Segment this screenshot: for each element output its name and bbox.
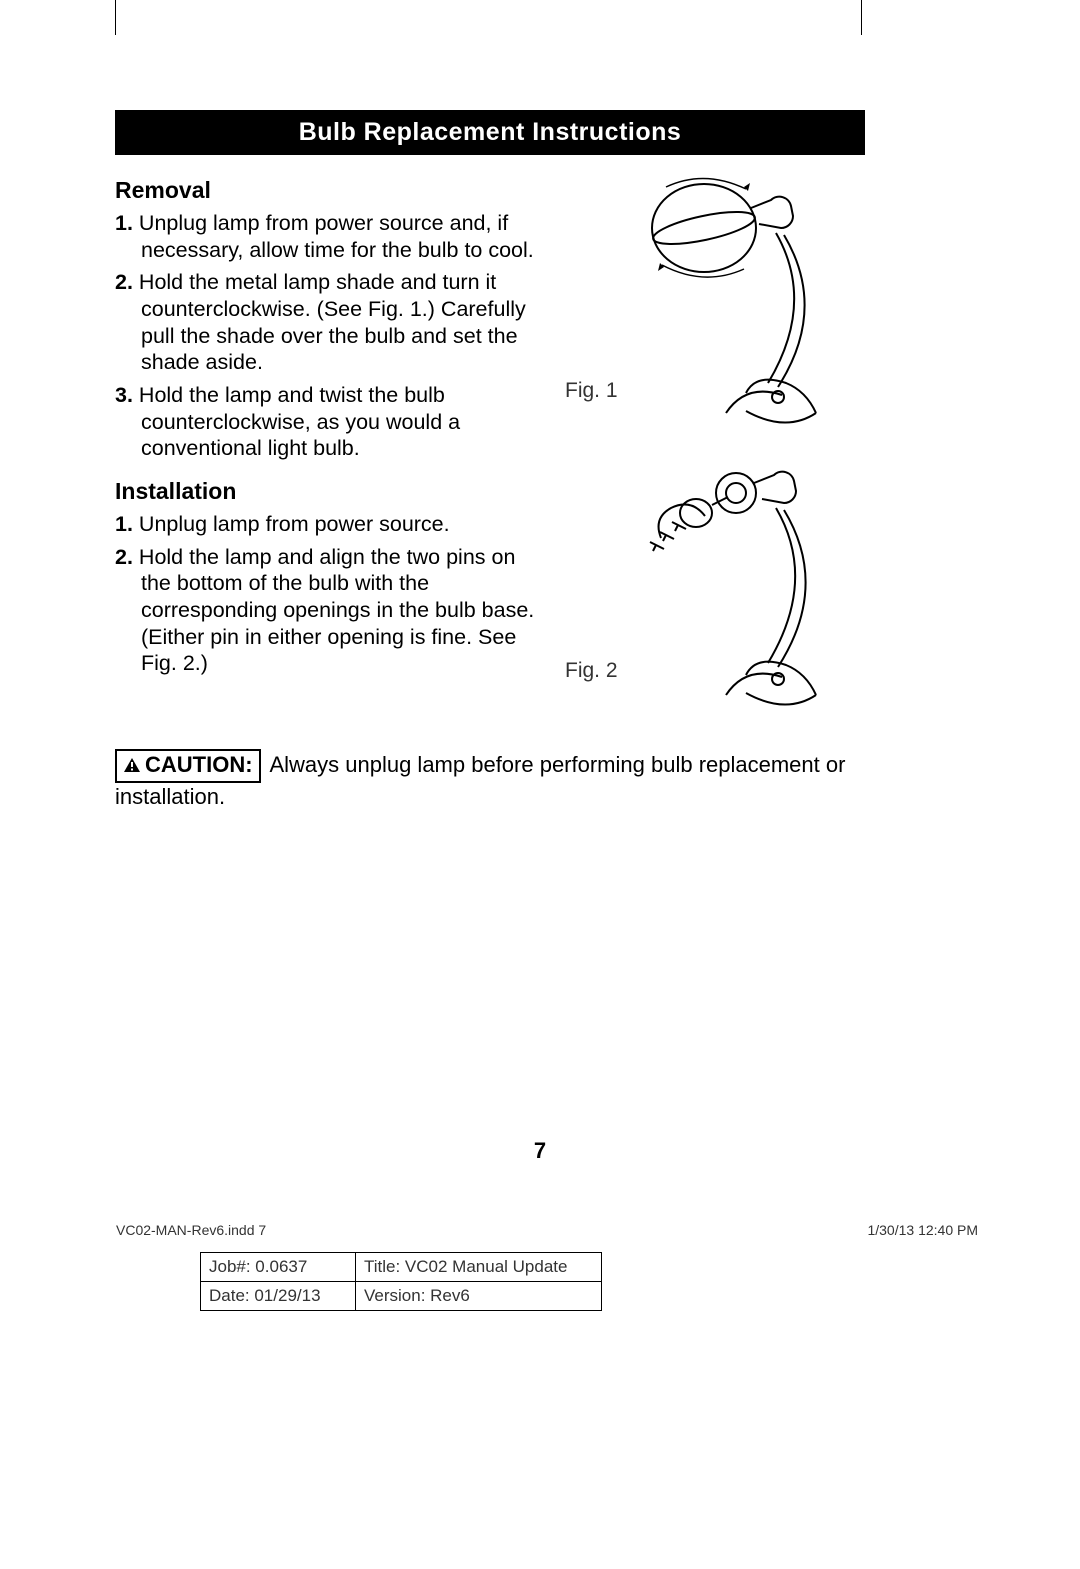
footer-filename: VC02-MAN-Rev6.indd 7: [116, 1222, 266, 1238]
figure-1-label: Fig. 1: [565, 379, 618, 403]
step-text: Unplug lamp from power source.: [139, 512, 450, 536]
figure-1-block: Fig. 1: [565, 173, 865, 443]
list-item: 1. Unplug lamp from power source and, if…: [115, 210, 545, 263]
step-number: 2.: [115, 545, 133, 569]
list-item: 1. Unplug lamp from power source.: [115, 511, 545, 538]
figure-column: Fig. 1: [565, 173, 865, 723]
step-text: Hold the lamp and align the two pins on …: [139, 545, 534, 676]
text-column: Removal 1. Unplug lamp from power source…: [115, 173, 545, 723]
step-text: Hold the lamp and twist the bulb counter…: [139, 383, 460, 460]
page-number: 7: [534, 1138, 546, 1164]
step-text: Hold the metal lamp shade and turn it co…: [139, 270, 526, 374]
installation-heading: Installation: [115, 478, 545, 505]
page-title: Bulb Replacement Instructions: [299, 118, 682, 146]
table-row: Job#: 0.0637 Title: VC02 Manual Update: [201, 1253, 602, 1282]
removal-heading: Removal: [115, 177, 545, 204]
list-item: 3. Hold the lamp and twist the bulb coun…: [115, 382, 545, 462]
figure-2-illustration: [626, 453, 836, 723]
list-item: 2. Hold the metal lamp shade and turn it…: [115, 269, 545, 376]
meta-date: Date: 01/29/13: [201, 1282, 356, 1311]
removal-steps: 1. Unplug lamp from power source and, if…: [115, 210, 545, 462]
installation-steps: 1. Unplug lamp from power source. 2. Hol…: [115, 511, 545, 677]
table-row: Date: 01/29/13 Version: Rev6: [201, 1282, 602, 1311]
list-item: 2. Hold the lamp and align the two pins …: [115, 544, 545, 677]
footer-timestamp: 1/30/13 12:40 PM: [867, 1222, 978, 1238]
step-text: Unplug lamp from power source and, if ne…: [139, 211, 534, 262]
warning-icon: [123, 752, 141, 780]
caution-label-box: CAUTION:: [115, 749, 261, 783]
step-number: 1.: [115, 211, 133, 235]
meta-job: Job#: 0.0637: [201, 1253, 356, 1282]
figure-2-block: Fig. 2: [565, 453, 865, 723]
meta-version: Version: Rev6: [356, 1282, 602, 1311]
page-content: Bulb Replacement Instructions Removal 1.…: [115, 110, 865, 811]
crop-marks: [0, 0, 1080, 40]
step-number: 1.: [115, 512, 133, 536]
page-title-bar: Bulb Replacement Instructions: [115, 110, 865, 155]
step-number: 2.: [115, 270, 133, 294]
step-number: 3.: [115, 383, 133, 407]
metadata-table: Job#: 0.0637 Title: VC02 Manual Update D…: [200, 1252, 602, 1311]
figure-1-illustration: [626, 173, 836, 443]
content-row: Removal 1. Unplug lamp from power source…: [115, 173, 865, 723]
meta-title: Title: VC02 Manual Update: [356, 1253, 602, 1282]
caution-row: CAUTION: Always unplug lamp before perfo…: [115, 749, 865, 811]
caution-label: CAUTION:: [145, 752, 253, 777]
figure-2-label: Fig. 2: [565, 659, 618, 683]
